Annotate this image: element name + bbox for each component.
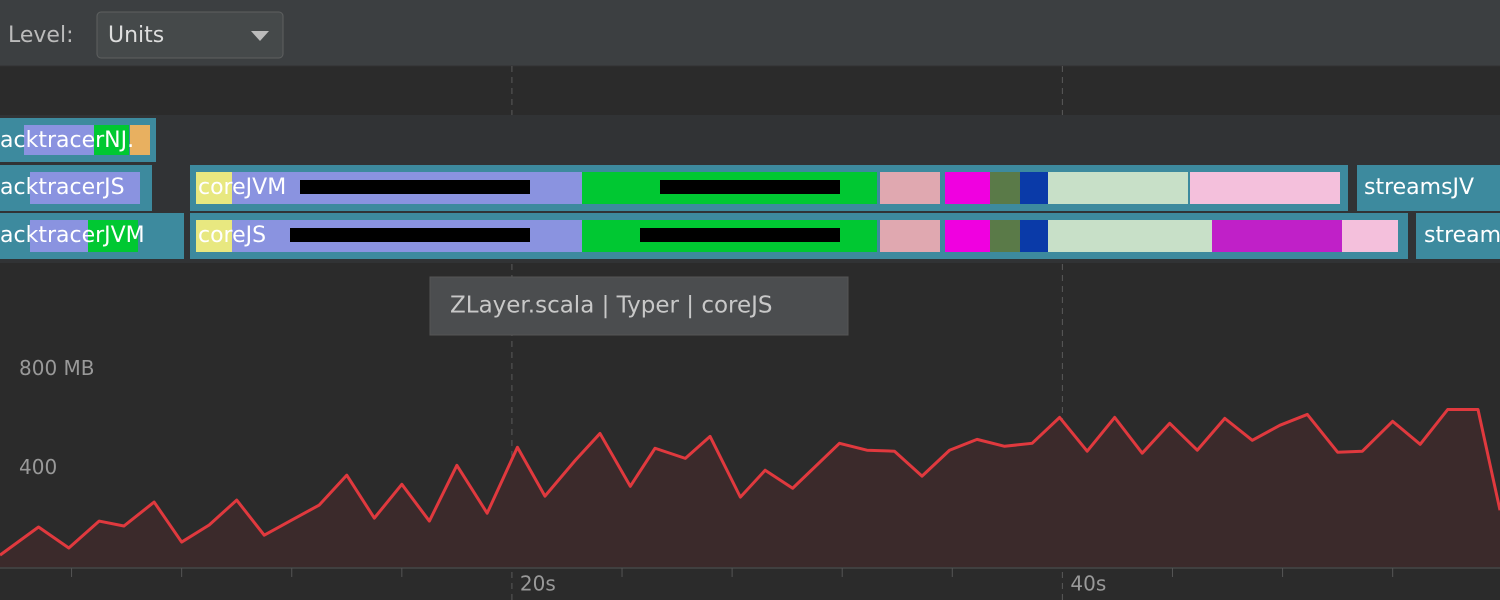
- segment: [1190, 172, 1340, 204]
- segment: [1342, 220, 1398, 252]
- segment: [30, 172, 140, 204]
- segment: [24, 125, 94, 155]
- track-label: acktracerJS: [0, 175, 125, 200]
- track-label: streamsJV: [1364, 175, 1474, 200]
- segment: [130, 125, 150, 155]
- memory-line: [0, 407, 1500, 557]
- segment: [1020, 172, 1048, 204]
- level-dropdown[interactable]: [96, 11, 284, 59]
- x-tick-label: 20s: [520, 572, 556, 596]
- track-label: coreJS: [198, 223, 266, 248]
- track-label: acktracerNJ.: [0, 128, 134, 153]
- segment: [1020, 220, 1048, 252]
- level-value: Units: [108, 23, 164, 48]
- track-bar[interactable]: [1357, 165, 1500, 211]
- segment: [990, 172, 1020, 204]
- segment: [945, 172, 990, 204]
- x-tick-label: 40s: [1070, 572, 1106, 596]
- track-label: stream: [1424, 223, 1500, 248]
- segment: [1048, 172, 1188, 204]
- track-label: coreJVM: [198, 175, 286, 200]
- segment: [990, 220, 1020, 252]
- memory-chart: 20s 40s 800 MB 400: [0, 356, 1500, 596]
- track-label: acktracerJVM: [0, 223, 145, 248]
- segment: [88, 220, 138, 252]
- y-tick-label: 800 MB: [19, 356, 95, 380]
- segment: [1212, 220, 1342, 252]
- dropdown-arrow: [251, 31, 269, 41]
- tooltip-text: ZLayer.scala | Typer | coreJS: [450, 293, 773, 319]
- segment: [945, 220, 990, 252]
- segment: [196, 220, 232, 252]
- tracks: acktracerNJ. acktracerJS coreJVM streams…: [0, 118, 1500, 259]
- segment: [640, 228, 840, 242]
- tooltip: [429, 276, 849, 336]
- y-tick-label: 400: [19, 455, 57, 479]
- segment: [94, 125, 129, 155]
- level-label: Level:: [8, 23, 73, 48]
- segment: [196, 172, 232, 204]
- segment: [290, 228, 530, 242]
- segment: [30, 220, 88, 252]
- segment: [880, 172, 940, 204]
- segment: [880, 220, 940, 252]
- segment: [300, 180, 530, 194]
- segment: [660, 180, 840, 194]
- segment: [1048, 220, 1212, 252]
- track-bar[interactable]: [1416, 213, 1500, 259]
